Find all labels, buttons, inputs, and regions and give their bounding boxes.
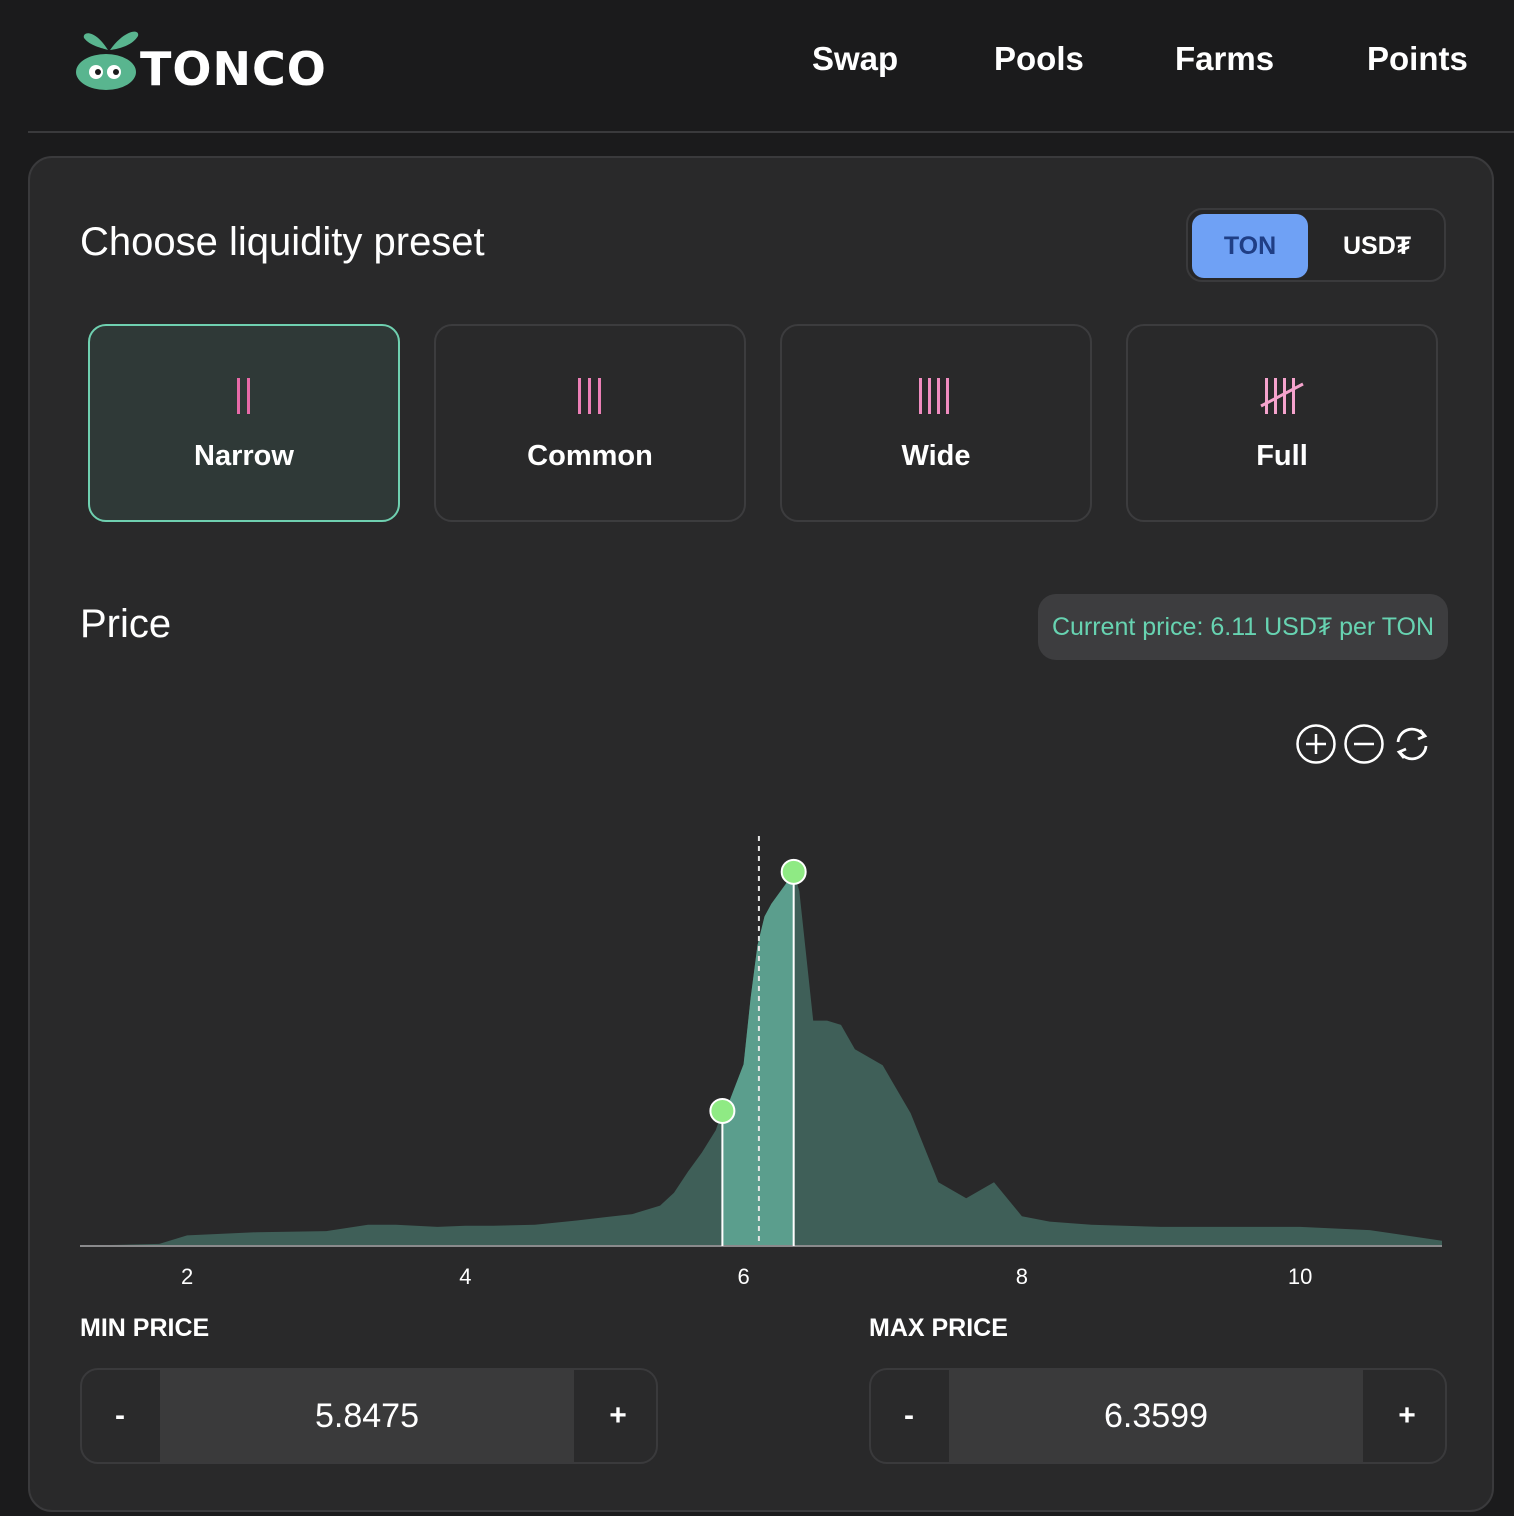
nav-points[interactable]: Points xyxy=(1367,40,1468,77)
preset-wide[interactable]: Wide xyxy=(780,324,1092,522)
x-tick-label: 8 xyxy=(1016,1264,1028,1288)
nav-farms[interactable]: Farms xyxy=(1175,40,1275,77)
x-tick-label: 2 xyxy=(181,1264,193,1288)
preset-label: Wide xyxy=(901,440,971,472)
liquidity-card: Choose liquidity preset TON USD₮ Narrow … xyxy=(28,156,1494,1512)
preset-label: Common xyxy=(527,440,653,472)
toggle-ton-button[interactable]: TON xyxy=(1192,214,1308,278)
min-price-handle[interactable] xyxy=(709,1097,736,1124)
max-price-increment-button[interactable]: + xyxy=(1398,1399,1416,1432)
top-nav-bar: TONCO Swap Pools Farms Points xyxy=(0,0,1514,133)
preset-narrow[interactable]: Narrow xyxy=(88,324,400,522)
x-tick-label: 4 xyxy=(459,1264,471,1288)
logo-wordmark: TONCO xyxy=(140,42,327,96)
max-price-label: MAX PRICE xyxy=(869,1314,1008,1342)
preset-title: Choose liquidity preset xyxy=(80,220,485,264)
max-price-handle[interactable] xyxy=(780,858,807,885)
token-toggle: TON USD₮ xyxy=(1186,208,1446,282)
max-price-input[interactable] xyxy=(949,1370,1363,1462)
x-tick-label: 6 xyxy=(737,1264,749,1288)
zoom-in-icon[interactable] xyxy=(1294,722,1338,766)
max-price-stepper: - + xyxy=(869,1368,1447,1464)
price-title: Price xyxy=(80,602,172,646)
preset-common[interactable]: Common xyxy=(434,324,746,522)
reset-icon[interactable] xyxy=(1390,722,1434,766)
min-price-input[interactable] xyxy=(160,1370,574,1462)
current-price-badge: Current price: 6.11 USD₮ per TON xyxy=(1038,594,1448,660)
preset-label: Full xyxy=(1256,440,1308,472)
preset-label: Narrow xyxy=(194,440,294,472)
two-bars-icon xyxy=(237,378,250,414)
header-divider xyxy=(28,131,1514,133)
max-price-decrement-button[interactable]: - xyxy=(904,1399,914,1432)
tally-five-icon xyxy=(1260,378,1304,414)
liquidity-chart[interactable]: 2 4 6 8 10 xyxy=(30,818,1492,1288)
x-tick-label: 10 xyxy=(1288,1264,1312,1288)
min-price-increment-button[interactable]: + xyxy=(609,1399,627,1432)
three-bars-icon xyxy=(578,378,601,414)
tonco-sprout-icon xyxy=(76,31,139,90)
min-price-stepper: - + xyxy=(80,1368,658,1464)
toggle-usdt-button[interactable]: USD₮ xyxy=(1342,231,1412,260)
min-price-label: MIN PRICE xyxy=(80,1314,210,1342)
x-axis-ticks: 2 4 6 8 10 xyxy=(181,1264,1312,1288)
four-bars-icon xyxy=(919,378,949,414)
nav-swap[interactable]: Swap xyxy=(812,40,899,77)
preset-full[interactable]: Full xyxy=(1126,324,1438,522)
tonco-logo[interactable]: TONCO xyxy=(74,24,326,98)
min-price-decrement-button[interactable]: - xyxy=(115,1399,125,1432)
nav-pools[interactable]: Pools xyxy=(994,40,1084,77)
zoom-out-icon[interactable] xyxy=(1342,722,1386,766)
